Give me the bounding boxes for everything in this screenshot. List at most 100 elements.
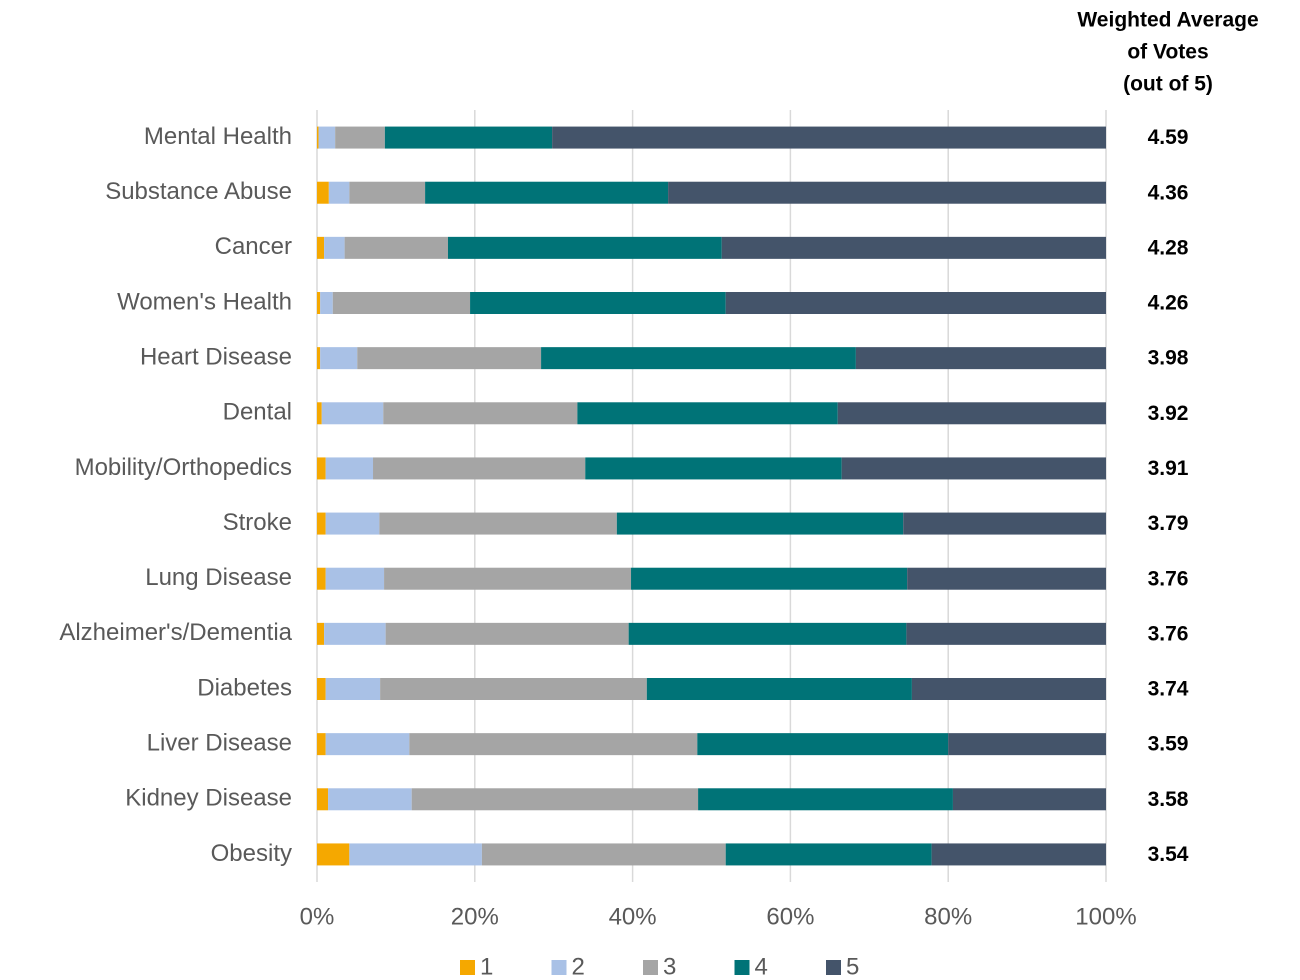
bar-segment (585, 457, 842, 480)
category-label: Stroke (223, 509, 292, 536)
category-label: Women's Health (117, 288, 292, 315)
weighted-average: 3.98 (1148, 347, 1189, 370)
legend-swatch (734, 960, 750, 975)
x-tick-label: 100% (1075, 903, 1136, 930)
legend-swatch (460, 960, 475, 975)
bar-segment (317, 678, 326, 700)
bar-segment (328, 181, 350, 204)
annotation-title: Weighted Average (1077, 9, 1258, 32)
bar-segment (906, 622, 1106, 645)
legend-label: 5 (846, 953, 859, 980)
category-label: Diabetes (197, 674, 292, 701)
weighted-average: 3.91 (1148, 457, 1189, 480)
bar-segment (317, 181, 329, 204)
weighted-average: 3.59 (1148, 733, 1189, 756)
category-label: Substance Abuse (105, 178, 292, 205)
bar-segment (631, 567, 908, 590)
bar-segment (698, 788, 953, 811)
bar-segment (577, 402, 838, 425)
bar-segment (317, 788, 329, 811)
bar-segment (952, 788, 1106, 811)
legend-swatch (826, 960, 841, 975)
legend-label: 2 (572, 953, 585, 980)
bar-segment (349, 181, 426, 204)
bar-segment (325, 457, 374, 480)
bar-segment (725, 843, 932, 866)
category-label: Heart Disease (140, 343, 292, 370)
bar-segment (447, 236, 722, 259)
x-tick-label: 60% (766, 903, 814, 930)
bar-segment (646, 678, 912, 700)
bar-segment (317, 512, 326, 535)
weighted-average: 3.79 (1148, 512, 1189, 535)
bar-segment (324, 622, 386, 645)
bar-segment (855, 347, 1106, 370)
bar-segment (317, 733, 326, 756)
category-label: Dental (223, 399, 292, 426)
bar-segment (911, 678, 1106, 700)
bar-segment (425, 181, 669, 204)
bar-segment (903, 512, 1106, 535)
bar-segment (317, 236, 325, 259)
weighted-average: 3.54 (1148, 843, 1189, 866)
bar-segment (668, 181, 1106, 204)
bar-segment (380, 678, 647, 700)
bar-segment (481, 843, 726, 866)
category-label: Liver Disease (147, 729, 292, 756)
bar-segment (324, 236, 345, 259)
bar-segment (931, 843, 1106, 866)
bar-segment (409, 733, 698, 756)
bar-segment (328, 788, 412, 811)
bar-segment (325, 678, 381, 700)
bar-segment (616, 512, 904, 535)
bar-segment (320, 347, 358, 370)
bar-segment (325, 733, 410, 756)
weighted-average: 4.28 (1148, 236, 1189, 259)
bar-segment (379, 512, 617, 535)
legend-label: 1 (480, 953, 493, 980)
bar-segment (552, 126, 1106, 149)
bar-segment (320, 292, 333, 314)
weighted-average: 4.36 (1148, 181, 1189, 204)
category-label: Lung Disease (145, 564, 292, 591)
annotation-title: (out of 5) (1123, 73, 1213, 96)
bar-segment (470, 292, 726, 314)
legend-label: 3 (663, 953, 676, 980)
x-tick-label: 80% (924, 903, 972, 930)
category-label: Obesity (211, 840, 292, 867)
legend-label: 4 (755, 953, 768, 980)
bar-segment (383, 402, 578, 425)
bar-segment (697, 733, 949, 756)
bar-segment (948, 733, 1106, 756)
bar-segment (325, 512, 380, 535)
legend-swatch (551, 960, 567, 975)
x-tick-label: 20% (451, 903, 499, 930)
weighted-average: 4.26 (1148, 292, 1189, 315)
bar-segment (837, 402, 1106, 425)
bar-segment (317, 457, 326, 480)
bar-segment (349, 843, 482, 866)
bar-segment (373, 457, 586, 480)
annotation-title: of Votes (1127, 41, 1208, 64)
x-tick-label: 40% (609, 903, 657, 930)
bar-segment (317, 567, 326, 590)
legend-swatch (643, 960, 658, 975)
bar-segment (318, 126, 336, 149)
weighted-average: 3.76 (1148, 567, 1189, 590)
category-label: Alzheimer's/Dementia (59, 619, 292, 646)
bar-segment (411, 788, 699, 811)
bar-segment (317, 622, 325, 645)
bar-segment (841, 457, 1106, 480)
bar-segment (357, 347, 542, 370)
bar-segment (335, 126, 385, 149)
category-label: Cancer (215, 233, 292, 260)
category-label: Mental Health (144, 123, 292, 150)
bar-segment (907, 567, 1106, 590)
bar-segment (317, 292, 321, 314)
bar-segment (321, 402, 384, 425)
bar-segment (628, 622, 907, 645)
bar-segment (332, 292, 471, 314)
bar-segment (325, 567, 385, 590)
weighted-average: 3.58 (1148, 788, 1189, 811)
